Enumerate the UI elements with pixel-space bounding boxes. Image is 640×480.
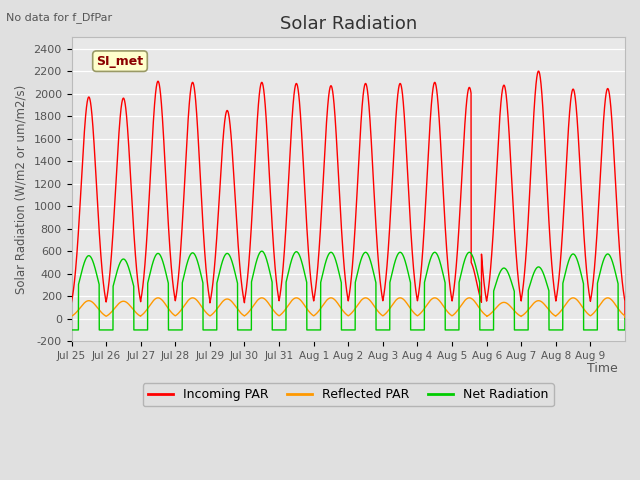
Title: Solar Radiation: Solar Radiation: [280, 15, 417, 33]
Text: SI_met: SI_met: [97, 55, 143, 68]
Y-axis label: Solar Radiation (W/m2 or um/m2/s): Solar Radiation (W/m2 or um/m2/s): [15, 84, 28, 294]
Legend: Incoming PAR, Reflected PAR, Net Radiation: Incoming PAR, Reflected PAR, Net Radiati…: [143, 384, 554, 407]
Text: No data for f_DfPar: No data for f_DfPar: [6, 12, 113, 23]
X-axis label: Time: Time: [588, 362, 618, 375]
